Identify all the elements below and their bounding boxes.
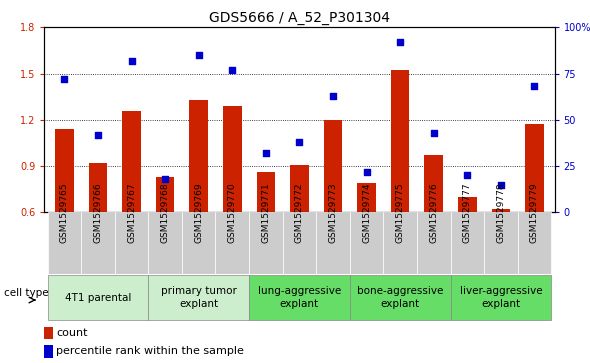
Bar (417, 212, 451, 274)
Bar (458, 197, 477, 305)
Bar (324, 120, 342, 305)
Bar (484, 212, 517, 274)
Text: GSM1529778: GSM1529778 (496, 183, 506, 243)
Bar (88, 163, 107, 305)
Text: GSM1529767: GSM1529767 (127, 183, 136, 243)
Text: bone-aggressive
explant: bone-aggressive explant (357, 286, 443, 309)
Bar (55, 129, 74, 305)
Bar (358, 183, 376, 305)
Bar (350, 212, 384, 274)
Bar (44, 327, 53, 339)
Bar (48, 275, 148, 320)
Bar (48, 212, 81, 274)
Point (429, 130, 438, 136)
Text: GSM1529772: GSM1529772 (295, 183, 304, 243)
Text: GSM1529773: GSM1529773 (329, 183, 337, 243)
Bar (115, 212, 148, 274)
Text: GSM1529777: GSM1529777 (463, 183, 472, 243)
Text: cell type: cell type (4, 288, 48, 298)
Text: GSM1529768: GSM1529768 (160, 183, 169, 243)
Title: GDS5666 / A_52_P301304: GDS5666 / A_52_P301304 (209, 11, 390, 25)
Point (395, 39, 405, 45)
Point (127, 58, 136, 64)
Bar (525, 125, 544, 305)
Text: GSM1529765: GSM1529765 (60, 183, 69, 243)
Bar (517, 212, 551, 274)
Bar (81, 212, 115, 274)
Text: primary tumor
explant: primary tumor explant (160, 286, 237, 309)
Text: liver-aggressive
explant: liver-aggressive explant (460, 286, 542, 309)
Text: GSM1529766: GSM1529766 (93, 183, 103, 243)
Bar (491, 209, 510, 305)
Point (160, 176, 170, 182)
Text: percentile rank within the sample: percentile rank within the sample (56, 346, 244, 356)
Bar (249, 212, 283, 274)
Point (530, 83, 539, 89)
Bar (424, 155, 443, 305)
Bar (451, 275, 551, 320)
Text: GSM1529771: GSM1529771 (261, 183, 270, 243)
Bar (391, 70, 409, 305)
Bar (316, 212, 350, 274)
Text: 4T1 parental: 4T1 parental (65, 293, 131, 303)
Point (261, 150, 271, 156)
Bar (249, 275, 350, 320)
Point (463, 172, 472, 178)
Text: GSM1529770: GSM1529770 (228, 183, 237, 243)
Bar (384, 212, 417, 274)
Bar (44, 345, 53, 358)
Text: lung-aggressive
explant: lung-aggressive explant (258, 286, 341, 309)
Bar (290, 164, 309, 305)
Bar (215, 212, 249, 274)
Text: GSM1529776: GSM1529776 (430, 183, 438, 243)
Bar (156, 177, 175, 305)
Text: GSM1529769: GSM1529769 (194, 183, 203, 243)
Bar (451, 212, 484, 274)
Point (194, 52, 204, 58)
Point (93, 132, 103, 138)
Point (60, 76, 69, 82)
Bar (257, 172, 275, 305)
Point (328, 93, 337, 99)
Bar (182, 212, 215, 274)
Bar (148, 212, 182, 274)
Point (496, 182, 506, 188)
Bar (223, 106, 241, 305)
Bar (350, 275, 451, 320)
Bar (122, 110, 141, 305)
Point (362, 169, 371, 175)
Bar (189, 100, 208, 305)
Bar (148, 275, 249, 320)
Point (294, 139, 304, 145)
Text: GSM1529779: GSM1529779 (530, 183, 539, 243)
Text: GSM1529774: GSM1529774 (362, 183, 371, 243)
Text: GSM1529775: GSM1529775 (396, 183, 405, 243)
Bar (283, 212, 316, 274)
Point (228, 67, 237, 73)
Text: count: count (56, 328, 87, 338)
